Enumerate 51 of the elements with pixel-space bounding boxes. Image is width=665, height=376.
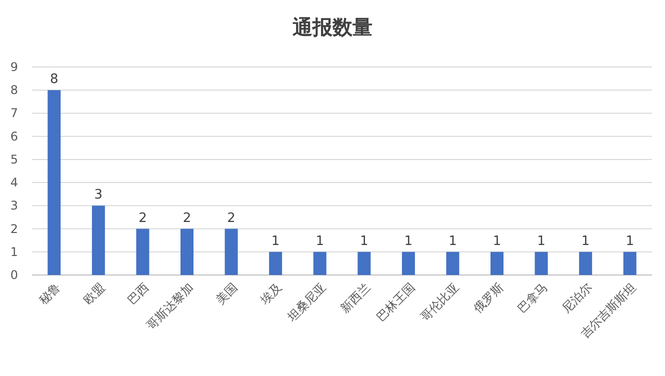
x-tick-label: 巴拿马 [514,280,550,316]
bar [180,228,194,275]
data-label: 1 [581,234,590,249]
data-label: 1 [448,234,457,249]
y-tick-label: 5 [10,152,18,166]
x-tick-label: 哥伦比亚 [418,280,462,324]
bar [358,252,371,275]
data-label: 3 [94,188,103,203]
bar [490,252,504,275]
bar [446,252,460,275]
data-label: 1 [404,234,413,249]
data-label: 1 [360,234,368,249]
x-tick-label: 欧盟 [80,280,108,307]
y-tick-label: 4 [10,176,18,190]
data-label: 1 [492,234,502,249]
data-label: 2 [227,210,236,226]
x-tick-label: 巴西 [124,280,152,307]
data-label: 2 [182,210,192,226]
data-label: 1 [271,234,280,249]
y-tick-label: 2 [10,222,18,236]
x-tick-label: 新西兰 [338,280,374,316]
bar [224,228,238,275]
data-label: 1 [316,234,324,249]
data-label: 1 [626,234,634,249]
x-tick-label: 秘鲁 [36,280,64,307]
x-tick-label: 尼泊尔 [559,280,595,316]
y-tick-label: 3 [10,198,18,213]
y-tick-label: 0 [10,268,18,282]
bar [48,90,61,275]
x-tick-label: 埃及 [256,280,285,308]
y-tick-label: 1 [10,244,18,259]
chart-title: 通报数量 [292,15,372,39]
x-tick-label: 美国 [213,280,240,307]
bar [534,252,548,275]
bar [313,252,326,275]
y-tick-label: 7 [10,106,18,120]
bar [402,252,415,275]
bar [136,228,150,275]
y-tick-label: 9 [10,60,18,74]
y-tick-label: 6 [10,129,18,144]
x-tick-label: 俄罗斯 [470,280,506,316]
data-label: 2 [138,210,147,226]
bar [579,252,592,275]
x-tick-label: 坦桑尼亚 [284,280,329,325]
data-label: 1 [537,234,546,249]
bar [623,252,636,275]
bar [92,206,105,275]
data-label: 8 [50,72,58,88]
x-tick-label: 巴林王国 [374,280,418,324]
y-tick-label: 8 [10,83,18,98]
bar [269,252,282,275]
